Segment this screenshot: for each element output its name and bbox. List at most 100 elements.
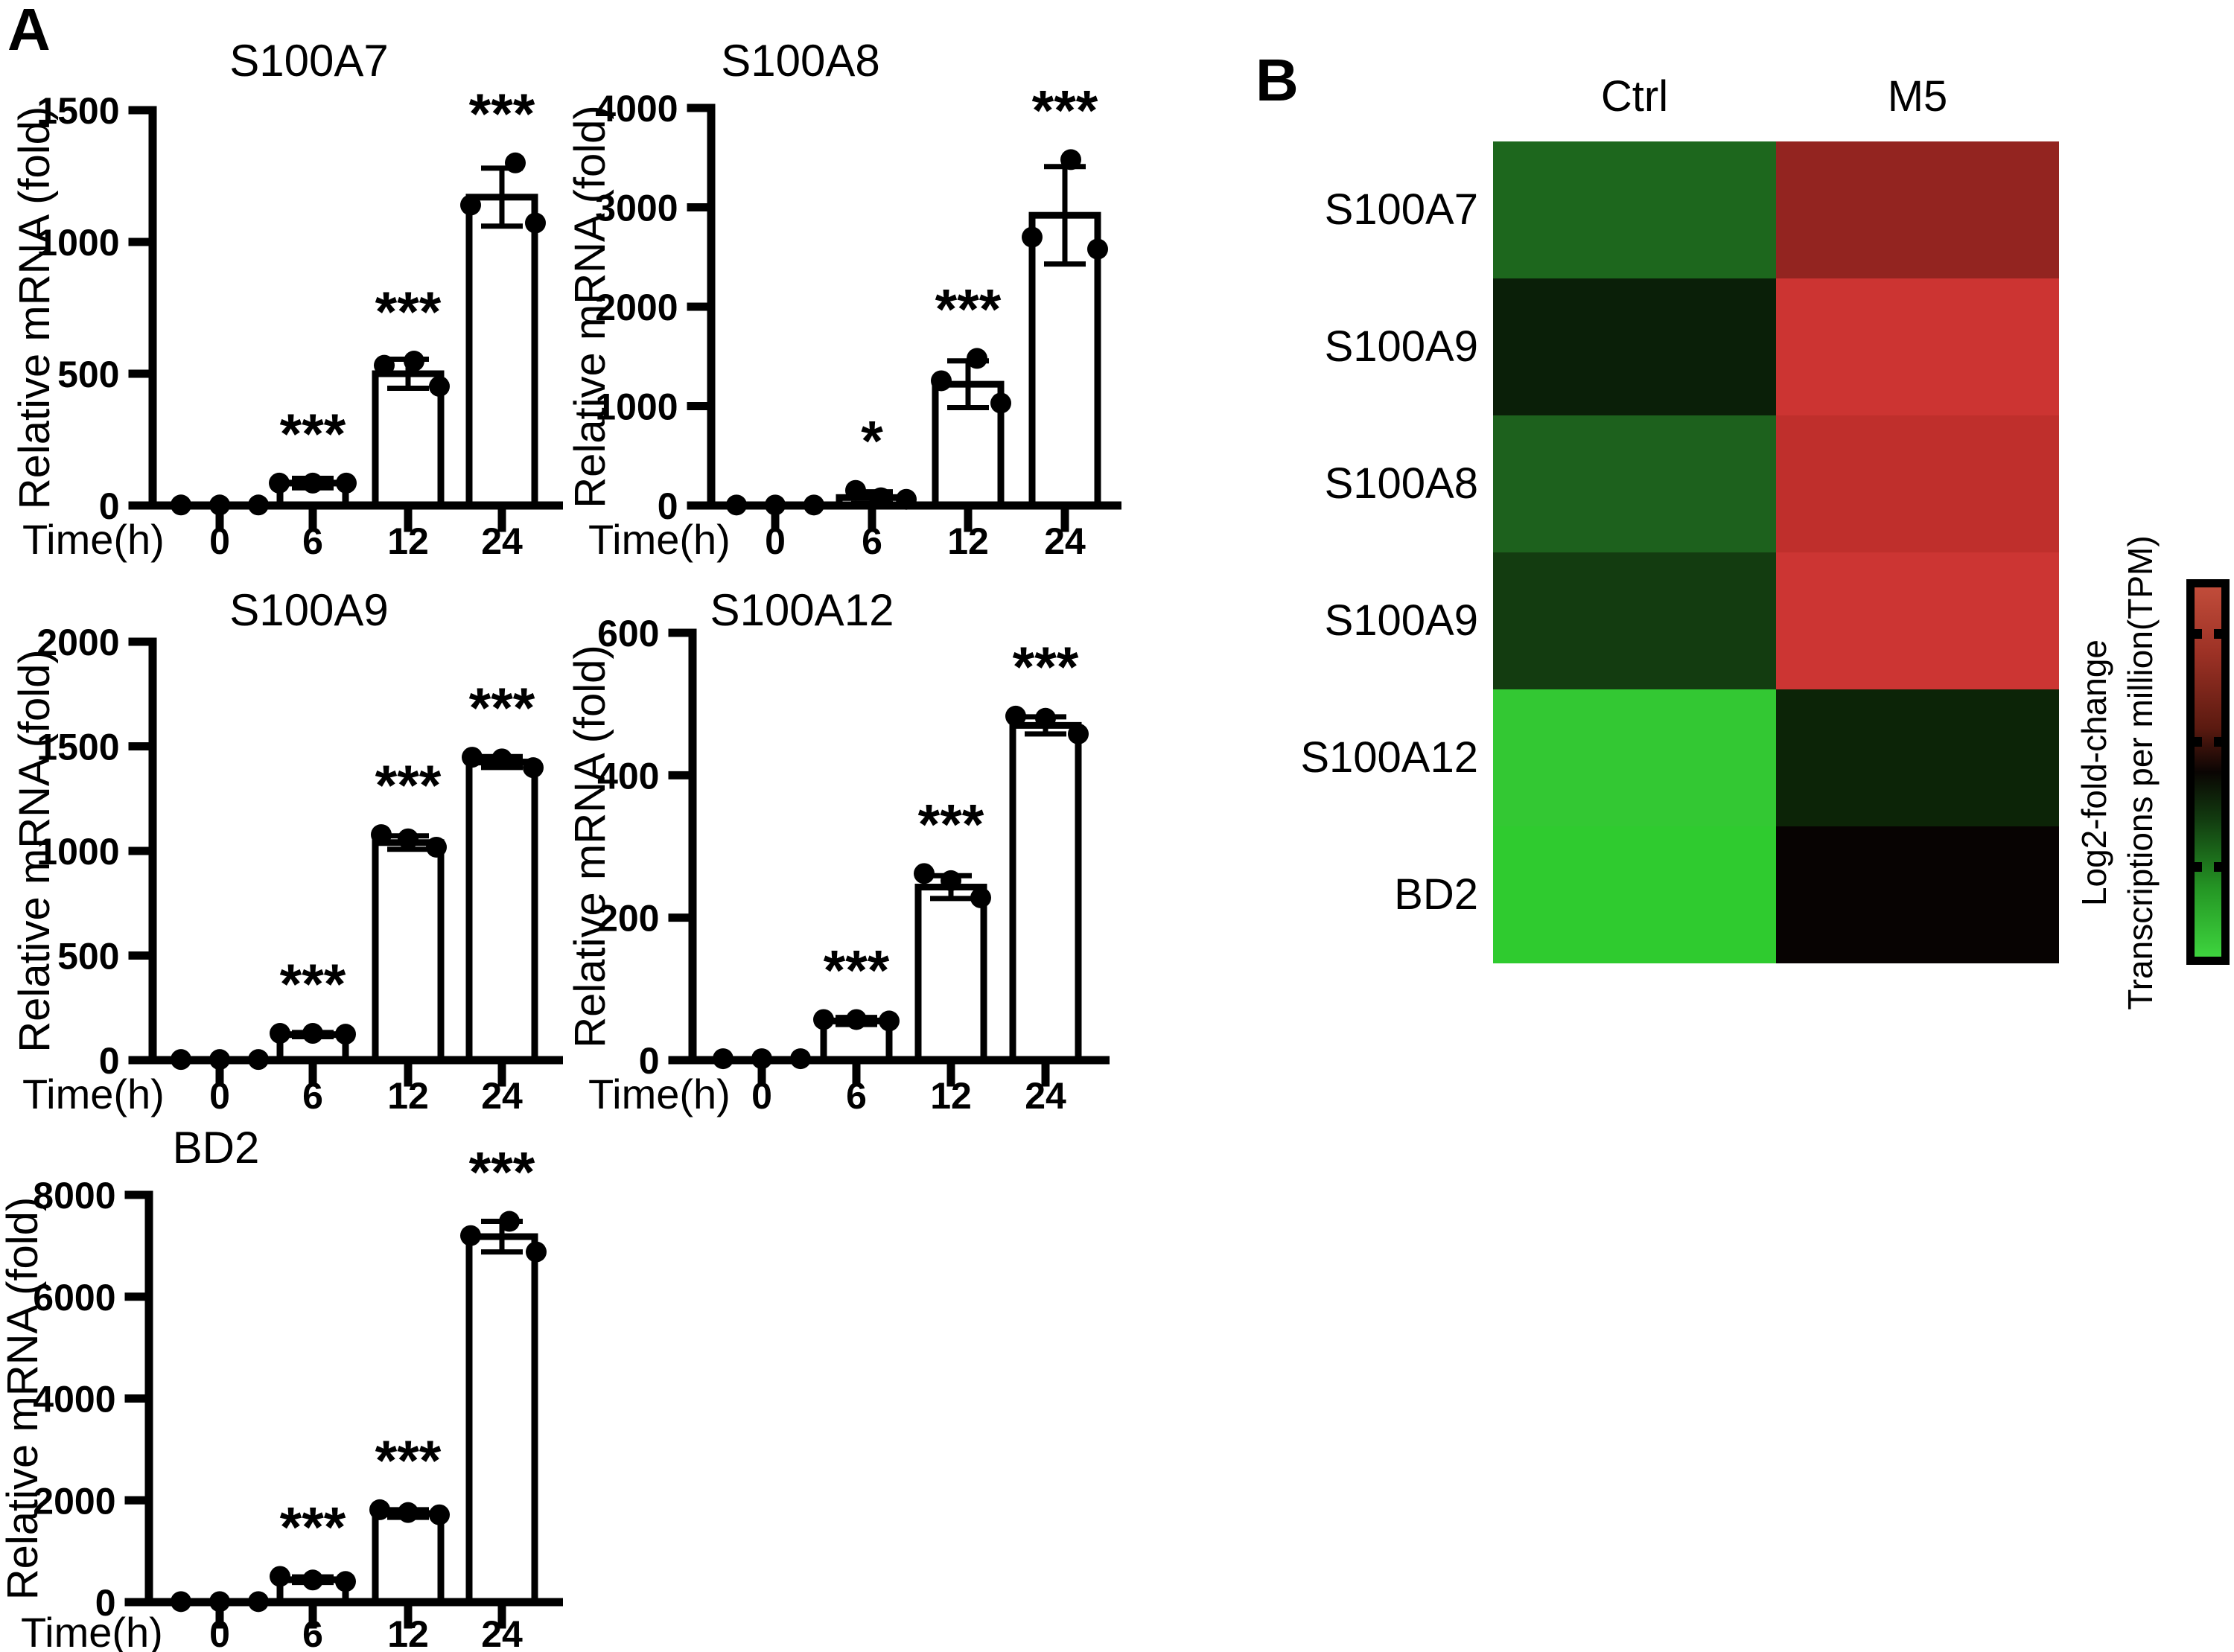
y-tick-label: 500 — [57, 354, 119, 395]
y-tick-label: 1000 — [36, 222, 119, 264]
x-tick-label: 24 — [481, 1613, 523, 1652]
heatmap-cell-s100a9-m5 — [1776, 552, 2059, 689]
x-tick-label: 24 — [481, 520, 523, 562]
data-point — [248, 494, 269, 516]
x-tick-label: 0 — [209, 1613, 230, 1652]
data-point — [751, 1048, 772, 1070]
data-point — [914, 863, 935, 884]
significance-stars: *** — [375, 754, 442, 817]
x-tick-label: 12 — [387, 520, 429, 562]
y-tick-label: 2000 — [36, 622, 119, 663]
heatmap-cell-s100a12-m5 — [1776, 689, 2059, 826]
significance-stars: *** — [280, 953, 346, 1016]
x-tick-label: 0 — [751, 1075, 772, 1117]
y-tick-label: 0 — [95, 1582, 116, 1624]
data-point — [302, 1569, 323, 1591]
y-tick-label: 1500 — [36, 90, 119, 132]
x-tick-label: 6 — [302, 1613, 323, 1652]
heatmap-cell-s100a9-ctrl — [1493, 278, 1776, 415]
data-point — [460, 1225, 481, 1246]
data-point — [845, 479, 866, 501]
data-point — [426, 836, 447, 858]
data-point — [404, 351, 424, 372]
legend-label-line1: Log2-fold-change — [2075, 639, 2113, 907]
significance-stars: *** — [824, 939, 890, 1002]
data-point — [398, 1502, 419, 1523]
data-point — [871, 487, 891, 508]
data-point — [846, 1009, 867, 1030]
data-point — [248, 1049, 269, 1071]
x-tick-label: 0 — [765, 520, 786, 562]
data-point — [460, 194, 481, 216]
y-tick-label: 0 — [658, 485, 678, 527]
x-tick-label: 24 — [1025, 1075, 1066, 1117]
x-tick-label: 24 — [481, 1075, 523, 1117]
heatmap-row-label-bd2-5: BD2 — [1394, 870, 1478, 919]
data-point — [429, 375, 450, 397]
x-axis-title: Time(h) — [22, 1071, 165, 1117]
x-tick-label: 0 — [209, 520, 230, 562]
data-point — [525, 212, 546, 234]
data-point — [171, 494, 191, 516]
y-tick-label: 1000 — [595, 386, 678, 428]
panel-a-label: A — [7, 0, 51, 63]
significance-stars: *** — [1013, 636, 1079, 699]
data-point — [1005, 705, 1026, 727]
data-point — [335, 1024, 356, 1045]
chart-title: S100A9 — [229, 585, 389, 635]
y-axis-title: Relative mRNA (fold) — [566, 645, 614, 1047]
significance-stars: *** — [375, 281, 442, 344]
y-tick-label: 2000 — [595, 287, 678, 328]
y-tick-label: 500 — [57, 936, 119, 978]
x-tick-label: 6 — [862, 520, 882, 562]
chart-title: S100A7 — [229, 36, 389, 86]
colorbar-tick-dash-right — [2214, 736, 2230, 747]
heatmap-cell-s100a9-m5 — [1776, 278, 2059, 415]
heatmap-row-label-s100a9-1: S100A9 — [1324, 322, 1478, 371]
bar-12h — [914, 884, 987, 1064]
data-point — [209, 1591, 230, 1613]
chart-title: S100A12 — [710, 585, 894, 635]
data-point — [398, 828, 419, 849]
x-axis-title: Time(h) — [22, 516, 165, 563]
data-point — [970, 887, 991, 908]
data-point — [765, 494, 786, 516]
data-point — [369, 1499, 390, 1520]
x-tick-label: 12 — [947, 520, 989, 562]
data-point — [879, 1010, 900, 1032]
data-point — [429, 1504, 450, 1525]
data-point — [990, 392, 1011, 414]
data-point — [726, 494, 747, 516]
data-point — [270, 1023, 290, 1045]
data-point — [713, 1048, 733, 1070]
data-point — [790, 1048, 811, 1070]
heatmap-cell-bd2-m5 — [1776, 826, 2059, 963]
chart-bd2: BD2 Relative mRNA (fold) 0 2000 4000 6000 8000… — [0, 1123, 563, 1652]
heatmap-cell-bd2-ctrl — [1493, 826, 1776, 963]
data-point — [803, 494, 824, 516]
significance-stars: *** — [280, 403, 346, 466]
chart-title: BD2 — [173, 1123, 260, 1173]
data-point — [1060, 149, 1081, 170]
colorbar-tick-dash-right — [2214, 628, 2230, 639]
data-point — [967, 348, 987, 369]
heatmap-row-label-s100a7-0: S100A7 — [1324, 185, 1478, 234]
chart-s100a8: S100A8 Relative mRNA (fold) 0 1000 2000 3000 4… — [566, 36, 1121, 563]
significance-stars: *** — [469, 1141, 535, 1205]
heatmap-row-label-s100a9-3: S100A9 — [1324, 596, 1478, 645]
y-tick-label: 3000 — [595, 188, 678, 229]
data-point — [209, 1049, 230, 1071]
y-tick-label: 1500 — [36, 727, 119, 768]
y-tick-label: 4000 — [33, 1379, 115, 1420]
significance-stars: *** — [375, 1429, 442, 1493]
bar-12h — [372, 839, 445, 1064]
heatmap-cell-s100a7-ctrl — [1493, 141, 1776, 278]
data-point — [336, 472, 357, 494]
data-point — [499, 1211, 520, 1232]
significance-stars: *** — [935, 278, 1002, 341]
y-tick-label: 0 — [99, 485, 120, 527]
colorbar-tick-dash-left — [2186, 736, 2202, 747]
heatmap-cell-s100a12-ctrl — [1493, 689, 1776, 826]
bar-24h — [1009, 721, 1082, 1064]
y-tick-label: 8000 — [33, 1175, 115, 1216]
